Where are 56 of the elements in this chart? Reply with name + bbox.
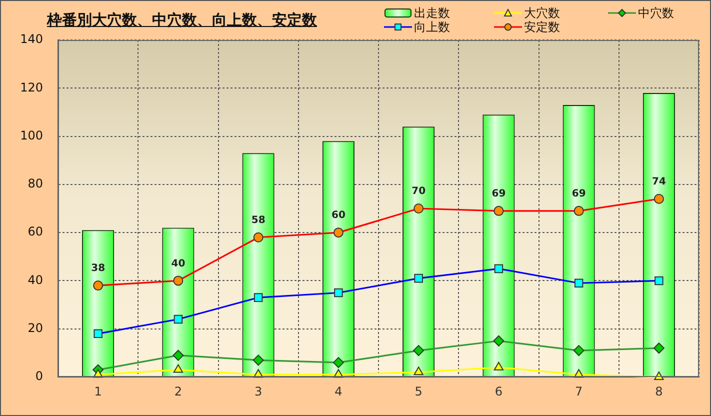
legend-label: 中穴数 xyxy=(638,4,674,22)
data-label: 74 xyxy=(652,176,666,188)
chart-title: 枠番別大穴数、中穴数、向上数、安定数 xyxy=(47,11,317,30)
legend-label: 向上数 xyxy=(414,19,450,36)
point xyxy=(254,293,263,302)
x-tick-label: 7 xyxy=(574,384,583,398)
x-tick-label: 1 xyxy=(94,384,102,398)
point xyxy=(494,264,504,274)
point xyxy=(414,274,423,283)
point xyxy=(332,357,344,368)
x-tick-label: 4 xyxy=(334,384,342,398)
x-tick-label: 5 xyxy=(414,384,422,398)
data-label: 70 xyxy=(412,186,426,198)
data-label: 69 xyxy=(492,188,506,200)
x-tick-label: 3 xyxy=(254,384,262,398)
point xyxy=(93,280,104,291)
point xyxy=(653,342,664,354)
x-tick-label: 2 xyxy=(174,384,182,398)
legend-label: 出走数 xyxy=(414,4,450,21)
point xyxy=(654,276,664,286)
point xyxy=(413,345,424,356)
legend-label: 安定数 xyxy=(524,19,560,36)
point xyxy=(414,204,424,214)
data-label: 60 xyxy=(331,210,346,222)
point xyxy=(174,314,183,324)
point xyxy=(414,366,424,376)
data-label: 38 xyxy=(91,263,106,274)
data-label: 69 xyxy=(572,188,586,200)
y-tick-label: 0 xyxy=(35,369,43,384)
point xyxy=(172,350,184,361)
y-tick-label: 60 xyxy=(28,224,43,239)
point xyxy=(574,206,584,216)
y-tick-label: 80 xyxy=(28,176,43,191)
y-tick-label: 100 xyxy=(20,128,43,142)
point xyxy=(574,278,584,288)
x-tick-label: 8 xyxy=(655,384,663,398)
point xyxy=(253,232,264,242)
point xyxy=(173,276,184,286)
point xyxy=(94,329,102,338)
point xyxy=(334,288,343,298)
data-label: 58 xyxy=(251,214,266,226)
point xyxy=(493,335,504,346)
point xyxy=(252,354,264,366)
data-label: 40 xyxy=(171,258,186,270)
point xyxy=(173,364,184,373)
y-tick-label: 20 xyxy=(28,320,43,335)
y-tick-label: 120 xyxy=(20,80,43,94)
point xyxy=(494,206,504,216)
y-tick-label: 140 xyxy=(20,32,43,46)
legend-label: 大穴数 xyxy=(524,4,560,21)
y-tick-label: 40 xyxy=(28,272,43,287)
x-tick-label: 6 xyxy=(494,384,503,398)
point xyxy=(494,362,504,370)
point xyxy=(654,194,664,204)
point xyxy=(573,345,584,356)
point xyxy=(333,228,344,238)
